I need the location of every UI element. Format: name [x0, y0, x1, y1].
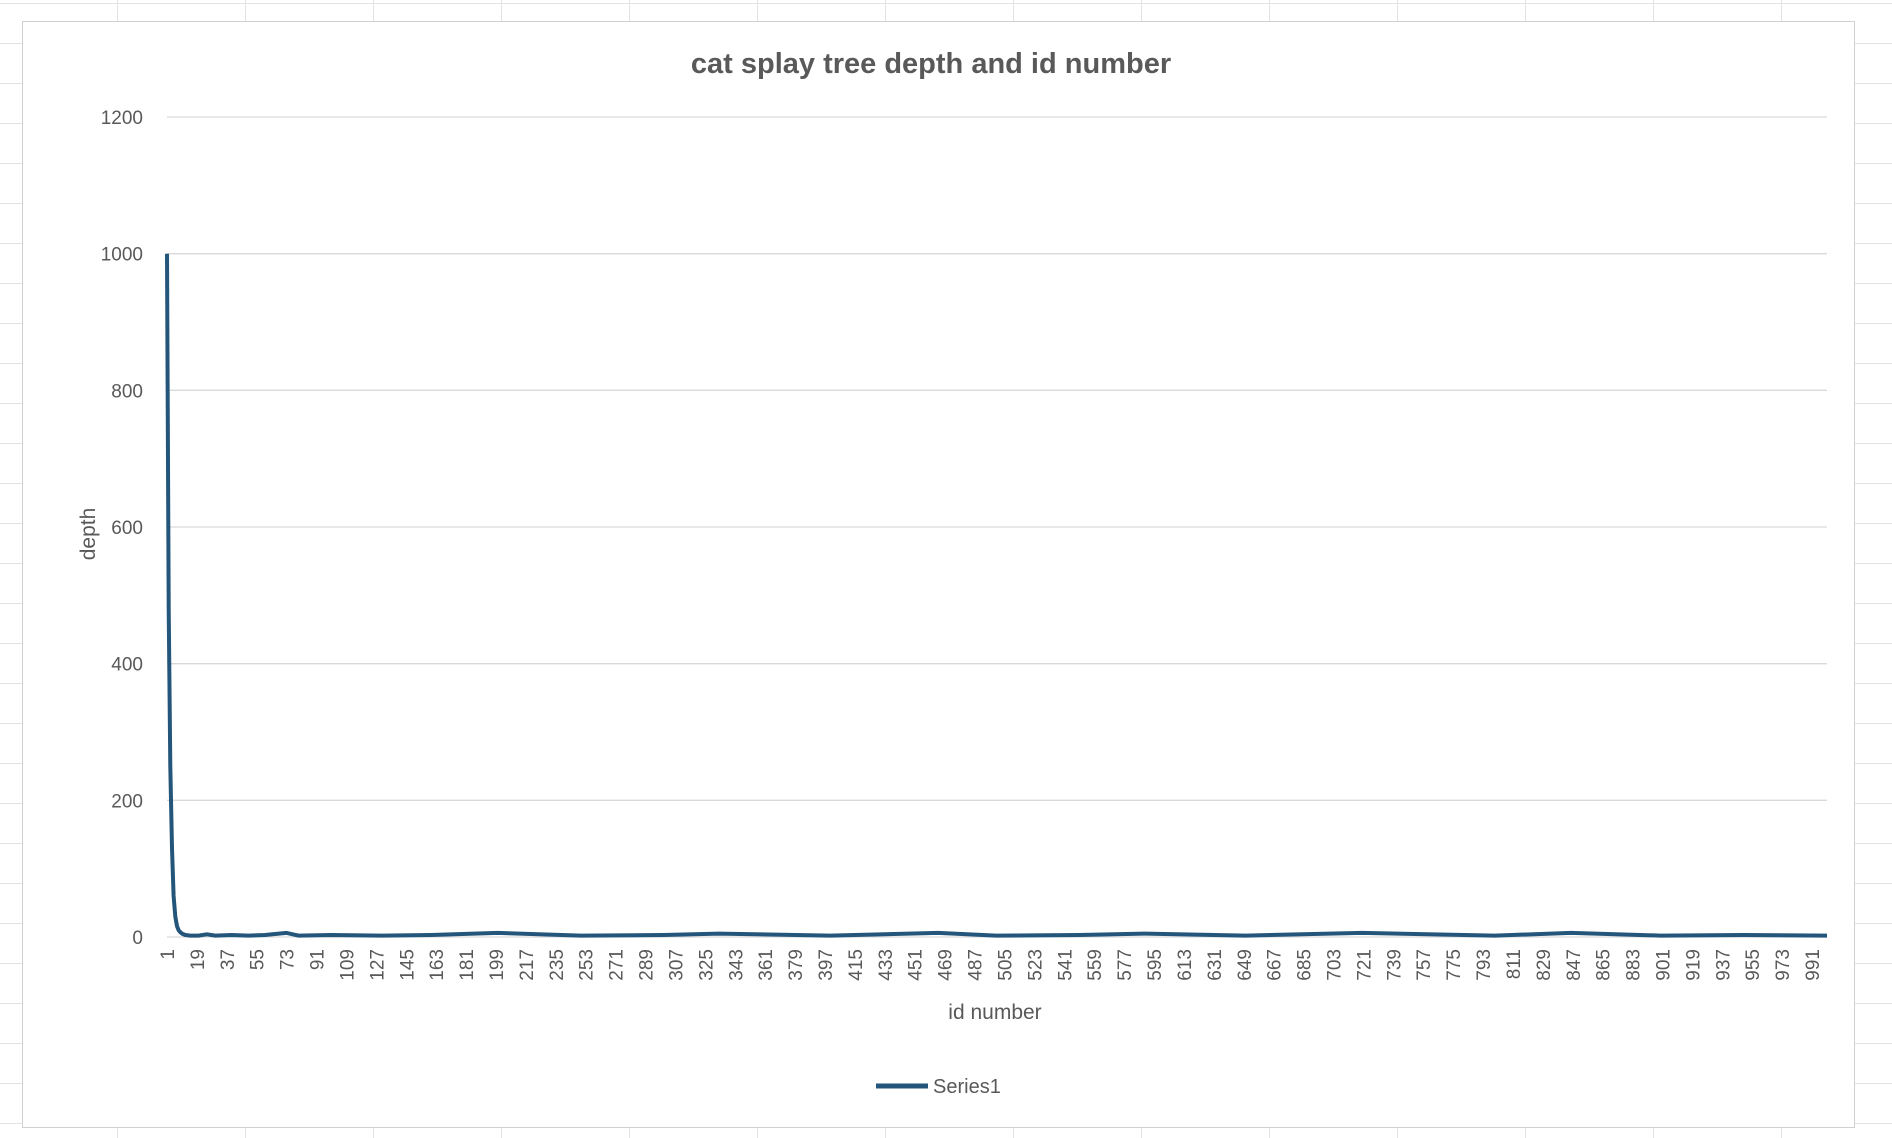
x-tick-label: 379: [786, 949, 807, 981]
x-tick-label: 901: [1653, 949, 1674, 981]
y-tick-label: 1000: [101, 245, 143, 266]
x-tick-label: 541: [1055, 949, 1076, 981]
x-tick-label: 109: [337, 949, 358, 981]
x-tick-label: 667: [1265, 949, 1286, 981]
x-tick-label: 649: [1235, 949, 1256, 981]
x-tick-label: 595: [1145, 949, 1166, 981]
x-tick-label: 307: [666, 949, 687, 981]
y-tick-label: 0: [132, 928, 143, 949]
x-tick-label: 325: [696, 949, 717, 981]
x-tick-label: 253: [577, 949, 598, 981]
chart-area[interactable]: cat splay tree depth and id number depth…: [22, 21, 1855, 1128]
x-tick-label: 955: [1743, 949, 1764, 981]
series-line-1: [165, 253, 1828, 938]
x-tick-label: 37: [218, 949, 239, 970]
x-tick-label: 19: [188, 949, 209, 970]
x-tick-label: 991: [1803, 949, 1824, 981]
x-tick-label: 55: [248, 949, 269, 970]
x-tick-label: 757: [1414, 949, 1435, 981]
x-tick-label: 271: [607, 949, 628, 981]
x-tick-label: 433: [876, 949, 897, 981]
x-tick-label: 829: [1534, 949, 1555, 981]
x-tick-label: 217: [517, 949, 538, 981]
x-tick-label: 739: [1384, 949, 1405, 981]
x-tick-label: 883: [1624, 949, 1645, 981]
x-tick-label: 199: [487, 949, 508, 981]
x-tick-label: 127: [367, 949, 388, 981]
y-tick-label: 1200: [101, 108, 143, 129]
x-tick-label: 577: [1115, 949, 1136, 981]
x-tick-label: 937: [1713, 949, 1734, 981]
x-axis-label: id number: [948, 1001, 1041, 1024]
x-tick-label: 613: [1175, 949, 1196, 981]
x-tick-label: 397: [816, 949, 837, 981]
x-tick-label: 1: [158, 949, 179, 960]
x-tick-label: 343: [726, 949, 747, 981]
y-axis-label: depth: [77, 508, 100, 561]
x-tick-label: 469: [936, 949, 957, 981]
x-tick-label: 631: [1205, 949, 1226, 981]
x-tick-label: 919: [1683, 949, 1704, 981]
x-tick-label: 505: [995, 949, 1016, 981]
x-tick-label: 145: [397, 949, 418, 981]
y-tick-label: 600: [111, 518, 143, 539]
legend: Series1: [876, 1076, 1001, 1098]
x-tick-label: 811: [1504, 949, 1525, 979]
x-tick-label: 703: [1324, 949, 1345, 981]
x-tick-label: 73: [278, 949, 299, 970]
legend-entry-series1: Series1: [933, 1076, 1001, 1098]
x-tick-label: 415: [846, 949, 867, 981]
chart-title: cat splay tree depth and id number: [691, 48, 1171, 80]
x-tick-label: 847: [1564, 949, 1585, 981]
x-tick-label: 775: [1444, 949, 1465, 981]
x-tick-label: 865: [1594, 949, 1615, 981]
x-tick-label: 361: [756, 949, 777, 981]
y-tick-label: 800: [111, 381, 143, 402]
x-tick-label: 235: [547, 949, 568, 981]
y-tick-label: 400: [111, 655, 143, 676]
x-tick-label: 685: [1295, 949, 1316, 981]
x-tick-label: 163: [427, 949, 448, 981]
line-chart: cat splay tree depth and id number depth…: [77, 48, 1828, 1098]
x-tick-label: 451: [906, 949, 927, 981]
x-tick-label: 559: [1085, 949, 1106, 981]
x-tick-label: 181: [457, 949, 478, 981]
x-tick-label: 289: [637, 949, 658, 981]
x-tick-label: 523: [1025, 949, 1046, 981]
x-tick-label: 91: [308, 949, 329, 970]
x-tick-label: 973: [1773, 949, 1794, 981]
y-tick-label: 200: [111, 791, 143, 812]
x-tick-label: 793: [1474, 949, 1495, 981]
x-tick-label: 721: [1354, 949, 1375, 981]
x-tick-label: 487: [966, 949, 987, 981]
